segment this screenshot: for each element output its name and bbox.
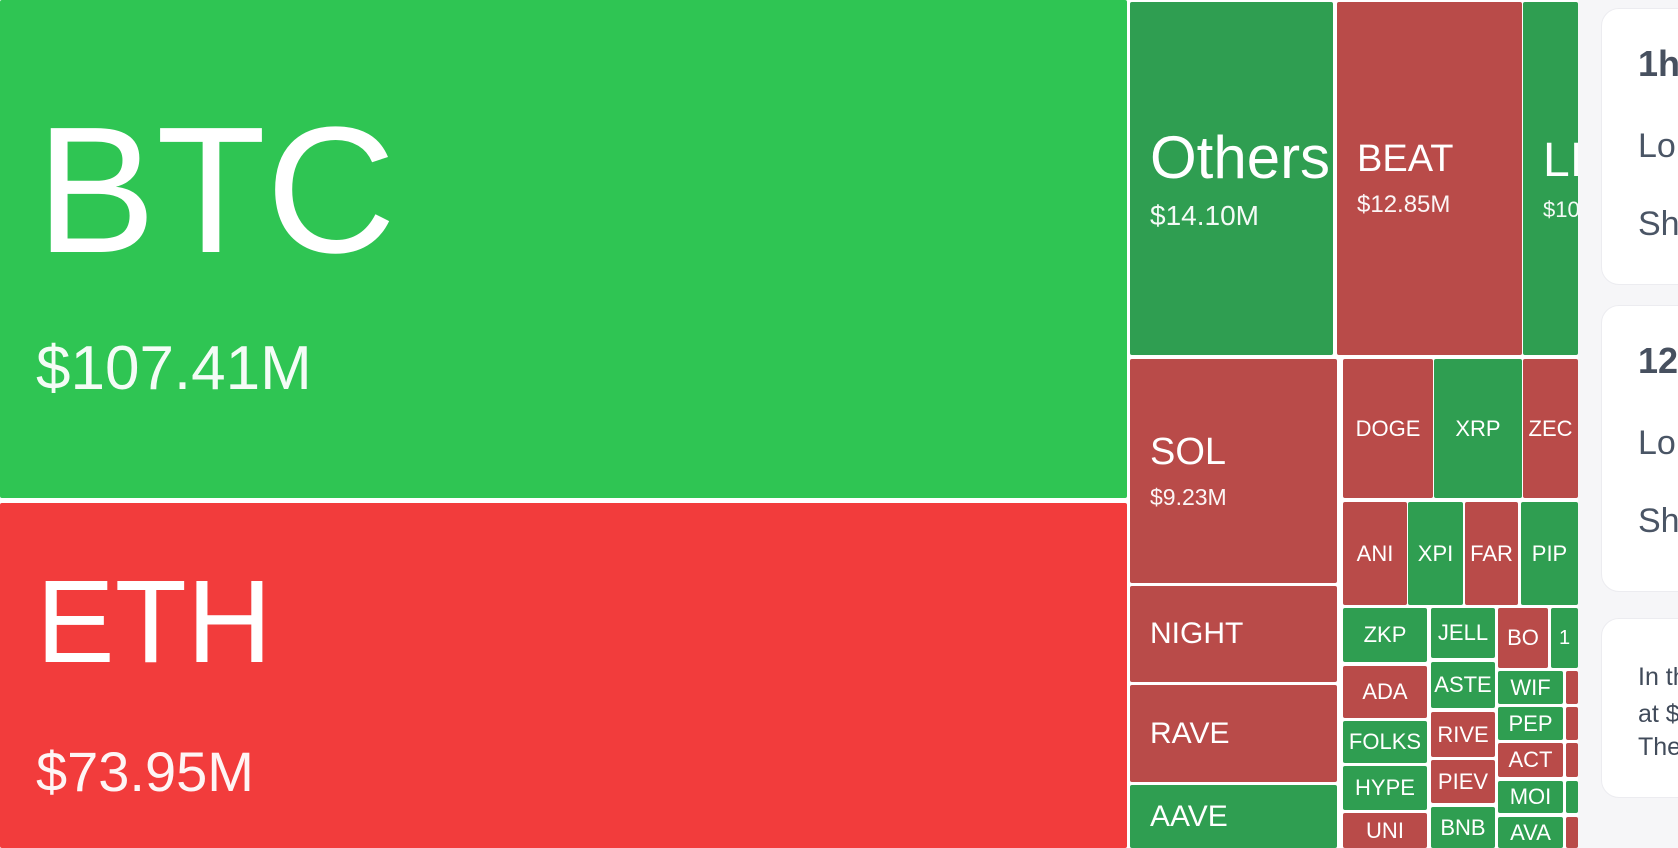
- tile-symbol: UNI: [1366, 817, 1404, 843]
- tile-symbol: LI: [1543, 133, 1578, 187]
- tile-xpi[interactable]: XPI: [1408, 502, 1463, 605]
- tile-symbol: PIP: [1531, 540, 1568, 566]
- tile-act[interactable]: ACT: [1498, 743, 1563, 777]
- tile-pep[interactable]: PEP: [1498, 707, 1563, 740]
- tile-li[interactable]: LI $10: [1523, 2, 1578, 355]
- tile-value: $9.23M: [1150, 483, 1227, 510]
- tile-sliver: [1566, 817, 1578, 848]
- tile-far[interactable]: FAR: [1465, 502, 1518, 605]
- tile-zkp[interactable]: ZKP: [1343, 608, 1427, 662]
- tile-bnb[interactable]: BNB: [1431, 807, 1495, 848]
- tile-symbol: HYPE: [1355, 775, 1415, 801]
- tile-pip[interactable]: PIP: [1521, 502, 1578, 605]
- tile-beat[interactable]: BEAT $12.85M: [1337, 2, 1522, 355]
- tile-sliver: [1566, 781, 1578, 813]
- tile-symbol: BEAT: [1357, 137, 1454, 180]
- tile-symbol: BO: [1507, 625, 1539, 651]
- tile-rave[interactable]: RAVE: [1130, 685, 1337, 782]
- tile-symbol: ZKP: [1363, 622, 1407, 648]
- tile-ava[interactable]: AVA: [1498, 817, 1563, 848]
- tile-symbol: WIF: [1510, 674, 1551, 700]
- tile-bo[interactable]: BO: [1498, 608, 1548, 668]
- tile-symbol: 1: [1558, 626, 1571, 649]
- tile-piev[interactable]: PIEV: [1431, 760, 1495, 803]
- tile-symbol: AVA: [1510, 819, 1551, 845]
- tile-sliver: [1566, 671, 1578, 704]
- summary-line: In th: [1638, 663, 1678, 691]
- summary-line: at $: [1638, 700, 1678, 728]
- card-title-12h: 12h: [1638, 340, 1678, 381]
- tile-ani[interactable]: ANI: [1343, 502, 1407, 605]
- tile-symbol: FOLKS: [1348, 729, 1422, 755]
- long-stat-label: Long: [1638, 424, 1678, 462]
- tile-sliver: [1566, 743, 1578, 777]
- tile-symbol: ETH: [36, 556, 272, 688]
- tile-moi[interactable]: MOI: [1498, 781, 1563, 813]
- tile-symbol: ANI: [1356, 540, 1394, 566]
- card-title-1h: 1h: [1638, 43, 1678, 84]
- tile-btc[interactable]: BTC $107.41M: [0, 0, 1127, 498]
- tile-aste[interactable]: ASTE: [1431, 662, 1495, 708]
- tile-uni[interactable]: UNI: [1343, 813, 1427, 848]
- tile-symbol: AAVE: [1150, 799, 1228, 833]
- tile-symbol: ZEC: [1528, 415, 1573, 441]
- tile-symbol: DOGE: [1355, 415, 1421, 441]
- tile-value: $73.95M: [36, 740, 254, 803]
- tile-one[interactable]: 1: [1551, 608, 1578, 668]
- short-stat-label: Short: [1638, 205, 1678, 243]
- tile-symbol: FAR: [1470, 540, 1513, 566]
- tile-wif[interactable]: WIF: [1498, 671, 1563, 704]
- tile-symbol: PIEV: [1437, 768, 1489, 794]
- tile-hype[interactable]: HYPE: [1343, 766, 1427, 810]
- summary-line: The: [1638, 733, 1678, 761]
- tile-value: $10: [1543, 197, 1578, 223]
- tile-symbol: ADA: [1362, 679, 1408, 705]
- tile-xrp[interactable]: XRP: [1434, 359, 1522, 498]
- summary-card: In th at $ The: [1601, 618, 1678, 798]
- tile-aave[interactable]: AAVE: [1130, 785, 1337, 848]
- tile-symbol: SOL: [1150, 430, 1227, 473]
- tile-symbol: JELL: [1437, 620, 1489, 646]
- tile-others[interactable]: Others $14.10M: [1130, 2, 1333, 355]
- stats-card-1h: 1h Long Short: [1601, 8, 1678, 285]
- tile-ada[interactable]: ADA: [1343, 666, 1427, 718]
- tile-symbol: PEP: [1508, 710, 1553, 736]
- long-stat-label: Long: [1638, 127, 1678, 165]
- tile-value: $107.41M: [36, 334, 312, 403]
- stats-card-12h: 12h Long Short: [1601, 305, 1678, 592]
- tile-symbol: RAVE: [1150, 716, 1230, 750]
- tile-value: $14.10M: [1150, 200, 1259, 232]
- tile-doge[interactable]: DOGE: [1343, 359, 1433, 498]
- tile-symbol: BTC: [36, 90, 396, 291]
- tile-sol[interactable]: SOL $9.23M: [1130, 359, 1337, 583]
- tile-symbol: XRP: [1455, 415, 1501, 441]
- tile-symbol: ASTE: [1434, 672, 1492, 698]
- tile-jell[interactable]: JELL: [1431, 608, 1495, 658]
- tile-night[interactable]: NIGHT: [1130, 586, 1337, 682]
- tile-symbol: NIGHT: [1150, 617, 1244, 651]
- tile-symbol: RIVE: [1437, 721, 1489, 747]
- tile-sliver: [1566, 707, 1578, 740]
- tile-zec[interactable]: ZEC: [1523, 359, 1578, 498]
- tile-symbol: BNB: [1440, 814, 1486, 840]
- tile-symbol: XPI: [1417, 540, 1454, 566]
- short-stat-label: Short: [1638, 502, 1678, 540]
- tile-symbol: Others: [1150, 124, 1331, 192]
- tile-value: $12.85M: [1357, 190, 1451, 218]
- tile-symbol: ACT: [1508, 747, 1553, 773]
- tile-rive[interactable]: RIVE: [1431, 712, 1495, 757]
- tile-symbol: MOI: [1509, 784, 1552, 810]
- tile-eth[interactable]: ETH $73.95M: [0, 503, 1127, 848]
- tile-folks[interactable]: FOLKS: [1343, 721, 1427, 763]
